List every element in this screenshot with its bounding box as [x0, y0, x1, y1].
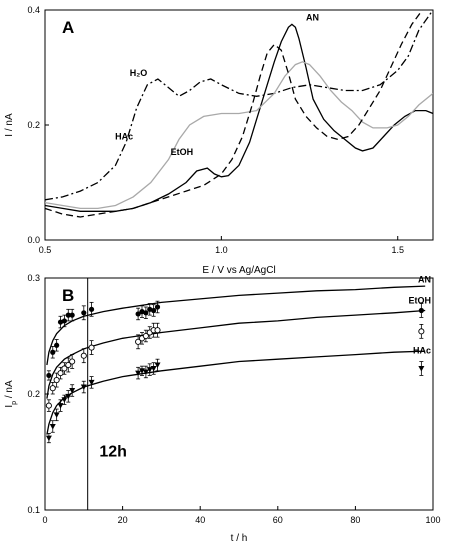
x-tick-label: 20 [118, 515, 128, 525]
data-point [50, 349, 56, 355]
y-tick-label: 0.1 [27, 505, 40, 515]
data-point [61, 397, 68, 403]
series-line-h-o [45, 10, 433, 201]
panel-letter: A [62, 18, 74, 37]
y-tick-label: 0.2 [27, 389, 40, 399]
fit-curve-an [46, 285, 426, 366]
x-tick-label: 100 [425, 515, 440, 525]
series-label-an: AN [418, 275, 431, 285]
data-point [69, 388, 76, 394]
data-point [135, 311, 141, 317]
x-tick-label: 60 [273, 515, 283, 525]
x-tick-label: 80 [350, 515, 360, 525]
x-tick-label: 1.5 [391, 245, 404, 255]
y-tick-label: 0.4 [27, 5, 40, 15]
x-tick-label: 0 [42, 515, 47, 525]
series-label-etoh: EtOH [171, 147, 194, 157]
data-point [418, 328, 425, 335]
data-point [418, 307, 424, 314]
data-point [154, 327, 161, 334]
data-point [150, 365, 157, 372]
data-point [142, 332, 149, 340]
y-axis-title-main: I [4, 405, 15, 408]
plot-frame [44, 9, 434, 241]
series-label-hac: HAc [413, 345, 431, 355]
data-point [65, 361, 72, 369]
data-point [88, 344, 95, 351]
data-point [135, 338, 142, 345]
panel-letter: B [62, 286, 74, 305]
x-axis-title: t / h [231, 533, 248, 544]
data-point [154, 304, 161, 310]
y-axis-title: Ip / nA [4, 380, 18, 408]
data-point [154, 362, 161, 368]
data-point [53, 377, 60, 384]
data-point [146, 367, 153, 373]
series-label-etoh: EtOH [409, 296, 432, 306]
y-axis-title-tail: / nA [4, 380, 15, 401]
data-point [57, 370, 64, 377]
series-label-h-o: H₂O [130, 68, 148, 78]
y-axis-title-main: I / nA [4, 113, 15, 137]
y-axis-title-sub: p [11, 401, 18, 405]
data-point [65, 312, 71, 318]
y-tick-label: 0.3 [27, 273, 40, 283]
data-point [88, 306, 95, 312]
series-label-hac: HAc [115, 131, 133, 141]
x-axis-title: E / V vs Ag/AgCl [202, 265, 275, 276]
data-point [151, 307, 157, 314]
series-label-an: AN [306, 12, 319, 22]
data-point [69, 312, 75, 318]
x-tick-label: 0.5 [39, 245, 52, 255]
data-point [135, 370, 142, 377]
data-point [61, 318, 67, 324]
plot-area [45, 10, 433, 218]
data-point [143, 310, 149, 316]
series-line-etoh [45, 10, 423, 218]
plot-frame [44, 277, 434, 511]
data-point [61, 365, 68, 372]
data-point [81, 310, 87, 316]
panel-a: 0.5 1.0 1.5 0.0 0.2 0.4 E / V vs Ag/AgCl I / nA… [4, 5, 434, 276]
fit-curve-series-3 [46, 350, 426, 435]
data-point [65, 393, 72, 400]
data-point [418, 365, 425, 372]
data-point [49, 423, 56, 430]
data-point [57, 403, 64, 409]
y-tick-label: 0.0 [27, 235, 40, 245]
data-point [49, 385, 56, 392]
data-point [53, 412, 60, 418]
y-axis-title: I / nA [4, 113, 15, 137]
x-tick-label: 1.0 [215, 245, 228, 255]
data-point [80, 352, 87, 359]
plot-area [45, 285, 426, 444]
data-point [46, 372, 52, 379]
data-point [54, 342, 60, 348]
data-point [80, 384, 87, 391]
series-line-hac [45, 61, 433, 210]
data-point [45, 402, 52, 409]
annotation-label: 12h [99, 444, 127, 461]
data-point [88, 379, 95, 386]
series-line-an [45, 23, 433, 212]
data-point [45, 435, 52, 442]
data-point [142, 369, 149, 375]
x-tick-label: 40 [195, 515, 205, 525]
data-point [69, 358, 76, 365]
panel-b: 0 20 40 60 80 100 0.1 0.2 0.3 t / h Ip / nA B AN EtOH… [4, 273, 441, 544]
y-tick-label: 0.2 [27, 120, 40, 130]
fit-curve-etoh [46, 309, 426, 399]
